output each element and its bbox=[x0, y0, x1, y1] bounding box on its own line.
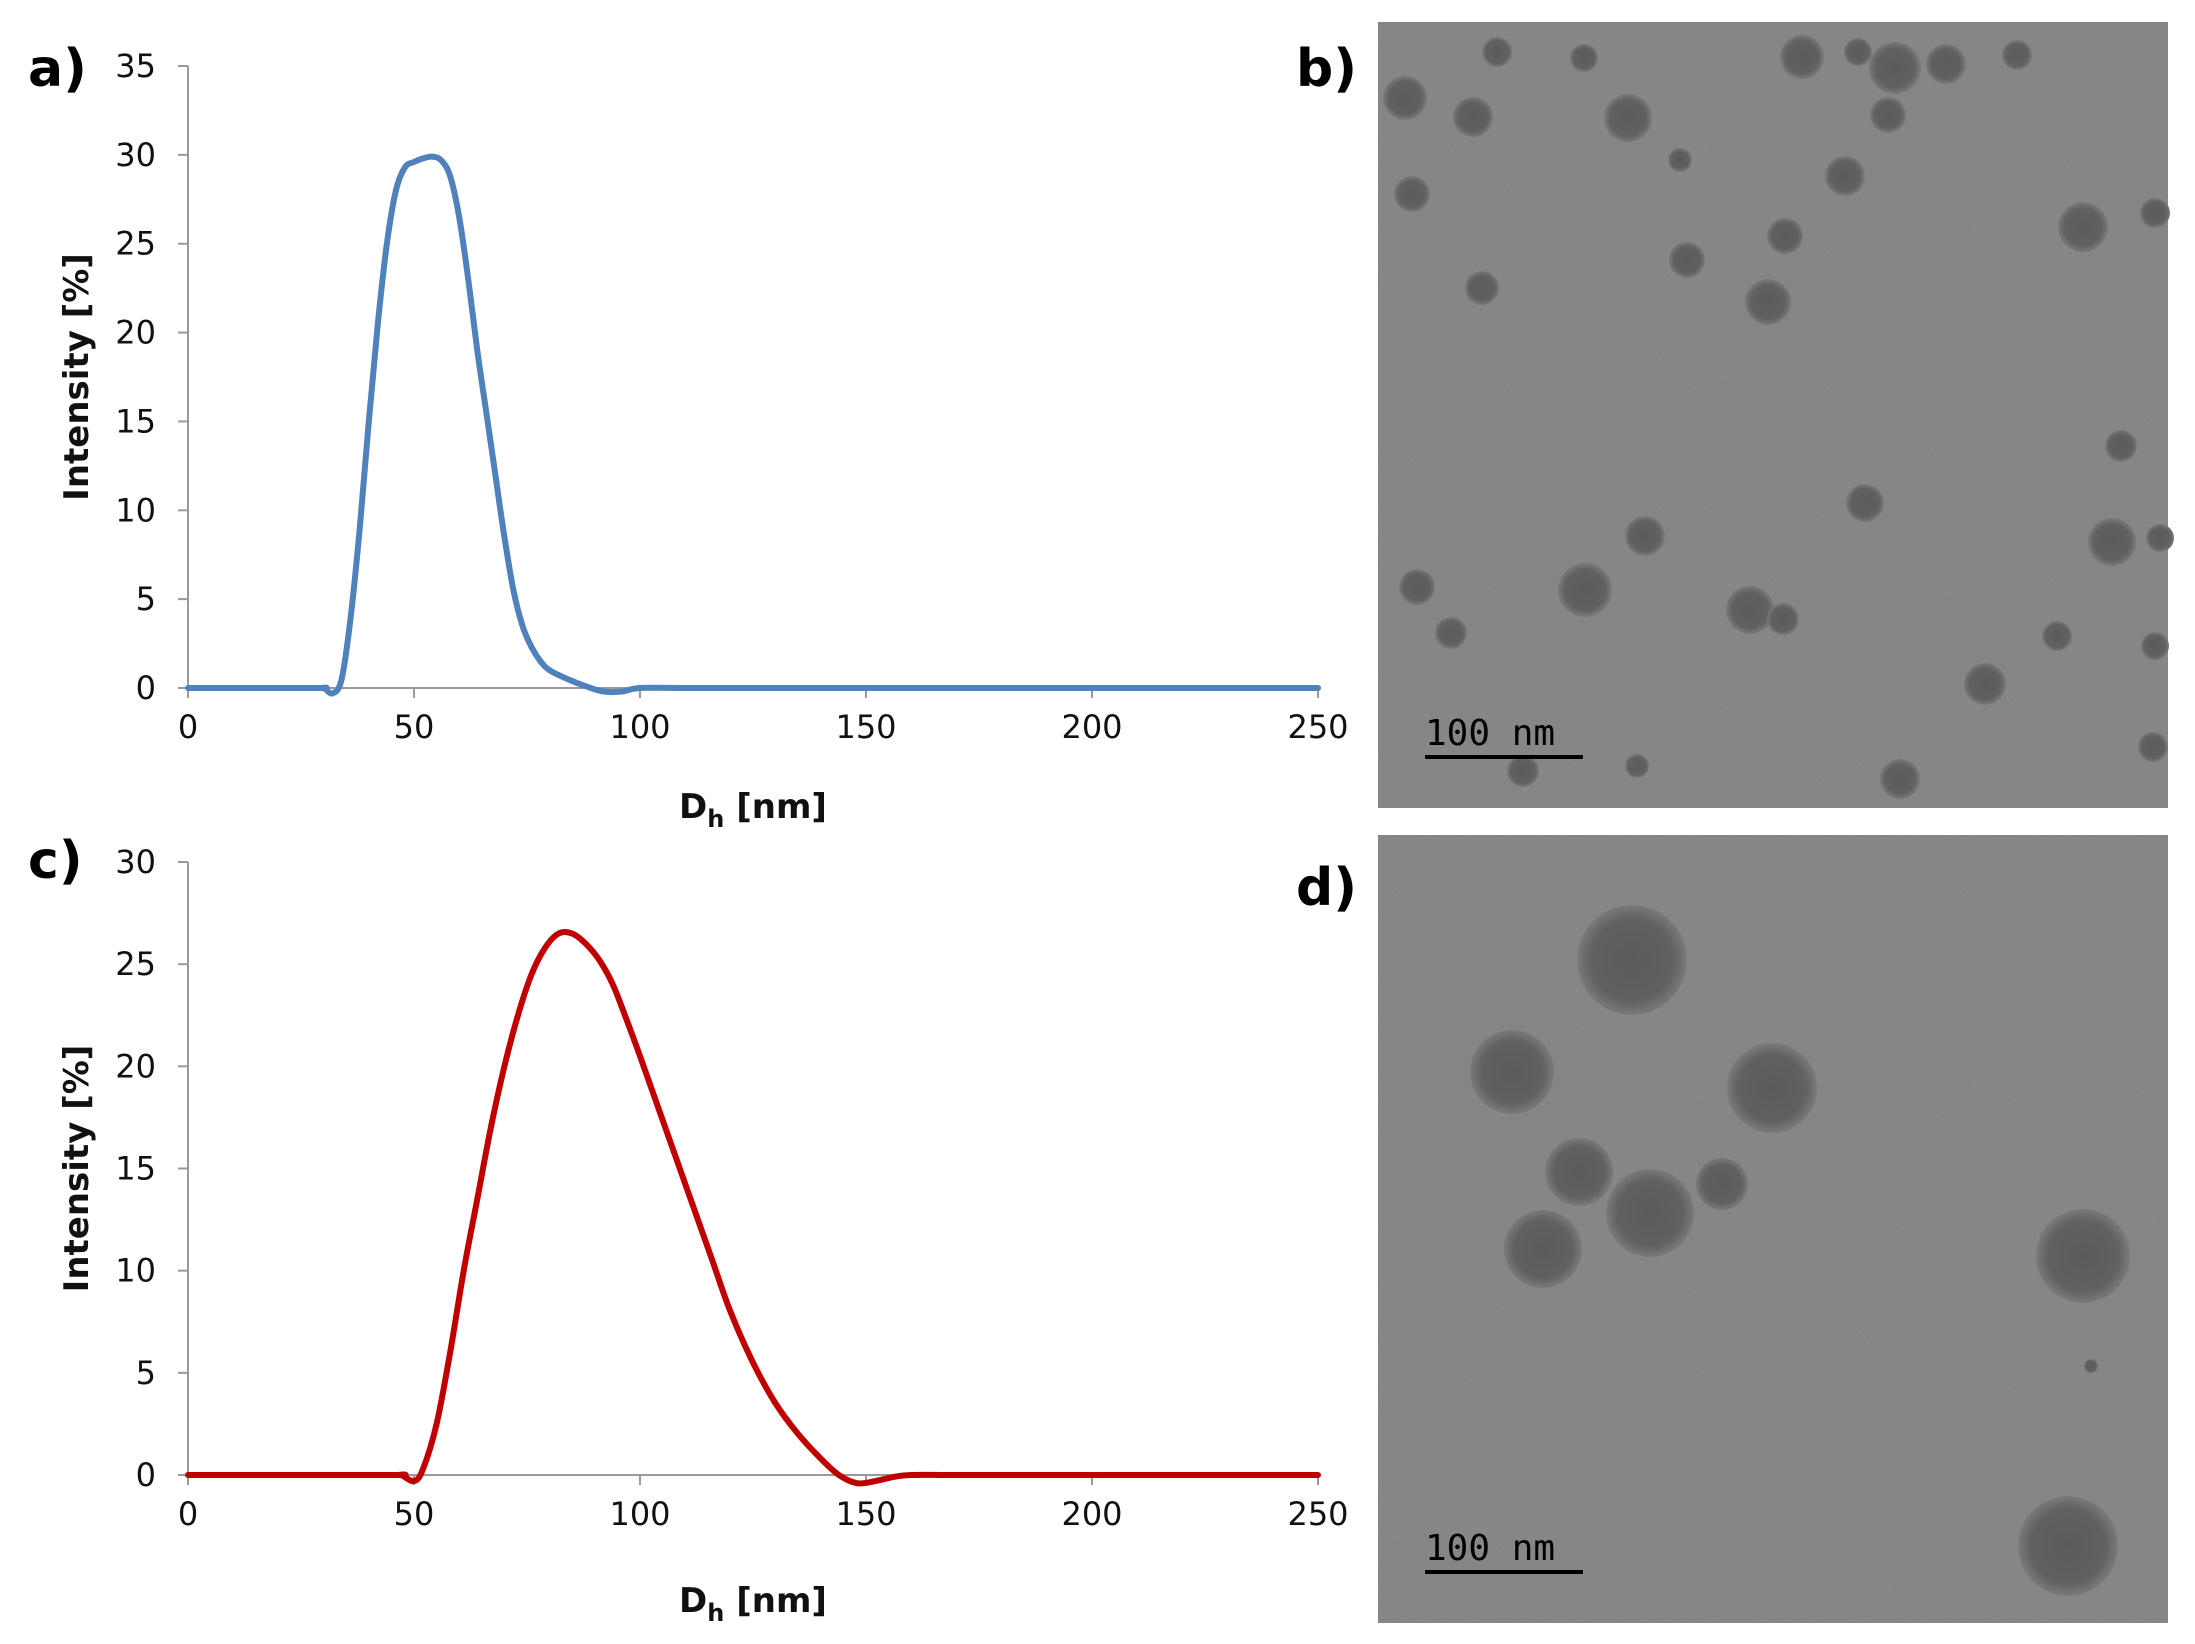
y-tick-label: 20 bbox=[115, 314, 156, 352]
tem-micrograph-b: b) bbox=[1296, 22, 2174, 808]
x-tick-label: 50 bbox=[394, 708, 435, 746]
x-tick-label: 250 bbox=[1287, 1495, 1348, 1533]
y-tick-label: 5 bbox=[136, 580, 156, 618]
panel-label-b: b) bbox=[1296, 39, 1357, 99]
series-line-a bbox=[185, 153, 1321, 697]
y-tick-label: 35 bbox=[115, 47, 156, 85]
scale-bar-label-b: 100 nm bbox=[1425, 713, 1555, 754]
dls-chart-a: a) 0 5 10 15 20 25 30 35 0 50 100 150 200 250 Intensit… bbox=[28, 39, 1349, 833]
y-tick-label: 30 bbox=[115, 136, 156, 174]
scale-bar-d bbox=[1425, 1570, 1583, 1574]
y-tick-label: 25 bbox=[115, 945, 156, 983]
x-tick-label: 150 bbox=[835, 708, 896, 746]
tem-micrograph-d: d) 100 nm bbox=[1296, 835, 2168, 1623]
x-tick-label: 200 bbox=[1061, 1495, 1122, 1533]
y-tick-label: 30 bbox=[115, 843, 156, 881]
panel-label-c: c) bbox=[28, 831, 83, 891]
x-tick-label: 50 bbox=[394, 1495, 435, 1533]
y-tick-label: 25 bbox=[115, 225, 156, 263]
x-tick-label: 0 bbox=[178, 708, 198, 746]
y-axis-label-c: Intensity [%] bbox=[57, 1045, 97, 1293]
y-tick-label: 15 bbox=[115, 402, 156, 440]
panel-label-d: d) bbox=[1296, 858, 1357, 918]
y-tick-label: 0 bbox=[136, 669, 156, 707]
y-axis-label-a: Intensity [%] bbox=[57, 253, 97, 501]
y-tick-label: 20 bbox=[115, 1047, 156, 1085]
x-tick-label: 250 bbox=[1287, 708, 1348, 746]
x-tick-label: 0 bbox=[178, 1495, 198, 1533]
y-tick-label: 10 bbox=[115, 491, 156, 529]
x-tick-label: 150 bbox=[835, 1495, 896, 1533]
dls-chart-c: c) 0 5 10 15 20 25 30 0 50 100 150 200 250 Intensity … bbox=[28, 831, 1349, 1627]
micrograph-background-b bbox=[1378, 22, 2168, 808]
y-tick-label: 15 bbox=[115, 1150, 156, 1188]
x-tick-label: 200 bbox=[1061, 708, 1122, 746]
x-axis-label-a: Dh [nm] bbox=[679, 787, 827, 833]
series-line-c bbox=[185, 928, 1321, 1487]
scale-bar-b bbox=[1425, 755, 1583, 759]
x-axis-label-c: Dh [nm] bbox=[679, 1581, 827, 1627]
panel-label-a: a) bbox=[28, 39, 87, 99]
x-tick-label: 100 bbox=[609, 708, 670, 746]
y-tick-label: 10 bbox=[115, 1252, 156, 1290]
y-tick-label: 0 bbox=[136, 1456, 156, 1494]
y-tick-label: 5 bbox=[136, 1354, 156, 1392]
scale-bar-label-d: 100 nm bbox=[1425, 1528, 1555, 1569]
x-tick-label: 100 bbox=[609, 1495, 670, 1533]
nanoparticles-d bbox=[1470, 905, 2130, 1596]
nanoparticles-b bbox=[1383, 35, 2174, 799]
